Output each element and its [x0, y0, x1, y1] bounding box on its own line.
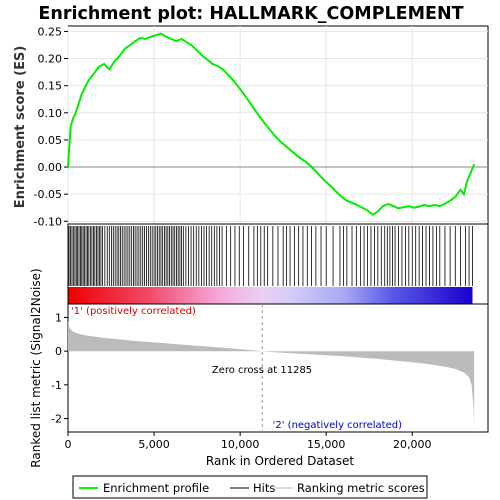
- enrichment-profile-line: [67, 32, 476, 217]
- legend-ranking-label: Ranking metric scores: [297, 481, 425, 495]
- ranking-metric-area: [68, 320, 475, 429]
- legend-enrichment-label: Enrichment profile: [103, 481, 209, 495]
- x-tick-label: 15,000: [307, 438, 346, 451]
- ranking-color-bar: [68, 287, 473, 304]
- es-tick-label: 0.20: [38, 53, 63, 66]
- es-axis-label: Enrichment score (ES): [13, 46, 28, 209]
- es-tick-label: 0.00: [38, 161, 63, 174]
- zero-cross-label: Zero cross at 11285: [212, 365, 312, 376]
- x-tick-label: 5,000: [138, 438, 170, 451]
- ranking-tick-label: 0: [55, 345, 62, 358]
- positive-correlation-label: '1' (positively correlated): [71, 306, 196, 317]
- ranking-tick-label: -1: [51, 379, 62, 392]
- ranking-tick-label: 1: [55, 311, 62, 324]
- es-tick-label: 0.10: [38, 107, 63, 120]
- legend-box: [72, 475, 428, 499]
- es-tick-label: 0.15: [38, 80, 63, 93]
- x-tick-label: 0: [65, 438, 72, 451]
- ranking-panel-frame: [67, 303, 489, 433]
- x-tick-label: 10,000: [221, 438, 260, 451]
- es-tick-label: -0.10: [34, 215, 62, 228]
- ranking-tick-label: -2: [51, 413, 62, 426]
- negative-correlation-label: '2' (negatively correlated): [273, 420, 402, 431]
- es-tick-label: 0.25: [38, 25, 63, 38]
- x-axis-label: Rank in Ordered Dataset: [206, 454, 354, 468]
- chart-title: Enrichment plot: HALLMARK_COMPLEMENT: [38, 4, 463, 24]
- legend-hits-label: Hits: [253, 481, 275, 495]
- x-tick-label: 20,000: [393, 438, 432, 451]
- es-tick-label: -0.05: [34, 188, 62, 201]
- es-tick-label: 0.05: [38, 134, 63, 147]
- ranking-axis-label: Ranked list metric (Signal2Noise): [29, 268, 43, 467]
